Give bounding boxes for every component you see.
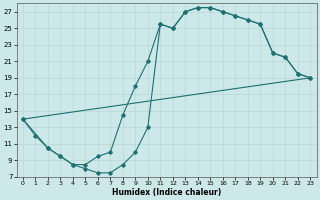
X-axis label: Humidex (Indice chaleur): Humidex (Indice chaleur) — [112, 188, 221, 197]
